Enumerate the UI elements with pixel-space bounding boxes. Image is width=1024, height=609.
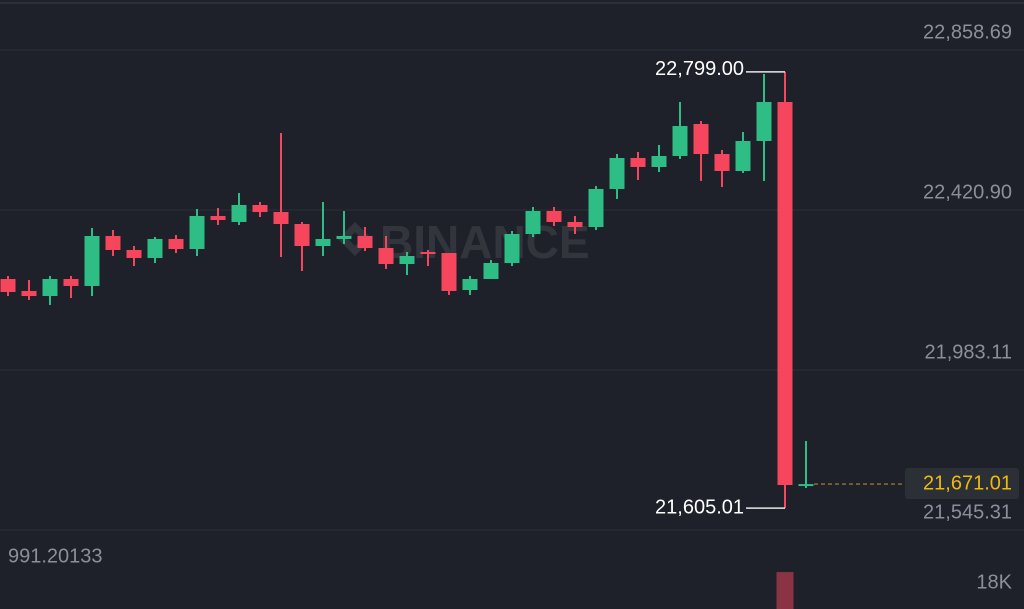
candle-body bbox=[126, 249, 142, 258]
candle-body bbox=[609, 157, 625, 189]
candle-body bbox=[84, 235, 100, 286]
candle-body bbox=[630, 157, 646, 167]
volume-bar bbox=[776, 572, 794, 609]
candle-body bbox=[21, 290, 37, 296]
candle-body bbox=[189, 215, 205, 249]
candle-body bbox=[798, 484, 814, 487]
candle-body bbox=[378, 248, 394, 265]
candle-body bbox=[147, 238, 163, 258]
candle-body bbox=[672, 126, 688, 156]
candle-body bbox=[273, 212, 289, 224]
y-tick-label: 22,420.90 bbox=[923, 181, 1012, 203]
candle-body bbox=[714, 154, 730, 172]
candle-body bbox=[441, 253, 457, 291]
y-tick-label: 22,858.69 bbox=[923, 21, 1012, 43]
candle-body bbox=[567, 221, 583, 227]
candle-body bbox=[504, 234, 520, 263]
candle-body bbox=[105, 235, 121, 250]
candle-body bbox=[399, 256, 415, 265]
candle-body bbox=[735, 140, 751, 172]
candle-body bbox=[42, 278, 58, 296]
candle-body bbox=[0, 278, 16, 293]
candle-body bbox=[756, 102, 772, 141]
y-tick-label: 21,983.11 bbox=[925, 341, 1013, 363]
candle-body bbox=[231, 204, 247, 222]
candle-body bbox=[483, 262, 499, 279]
y-tick-label: 21,545.31 bbox=[923, 501, 1012, 523]
candle-body bbox=[294, 223, 310, 246]
candle-body bbox=[462, 278, 478, 290]
high-label: 22,799.00 bbox=[655, 58, 744, 80]
last-price-label: 21,671.01 bbox=[923, 472, 1012, 494]
candle-body bbox=[693, 124, 709, 155]
candle-body bbox=[63, 278, 79, 286]
candle-body bbox=[588, 188, 604, 227]
candle-body bbox=[777, 102, 793, 486]
volume-tick-label: 18K bbox=[976, 571, 1012, 593]
candle-body bbox=[315, 238, 331, 246]
candle-body bbox=[420, 251, 436, 255]
low-label: 21,605.01 bbox=[655, 496, 744, 518]
candle-body bbox=[525, 210, 541, 235]
candle-body bbox=[651, 155, 667, 167]
volume-label: 991.20133 bbox=[8, 545, 103, 567]
candle-body bbox=[546, 210, 562, 222]
candle-body bbox=[252, 204, 268, 213]
candle-body bbox=[357, 235, 373, 249]
candle-body bbox=[168, 238, 184, 249]
candle-body bbox=[210, 215, 226, 221]
candle-body bbox=[336, 235, 352, 239]
last-price-box bbox=[905, 468, 1019, 500]
